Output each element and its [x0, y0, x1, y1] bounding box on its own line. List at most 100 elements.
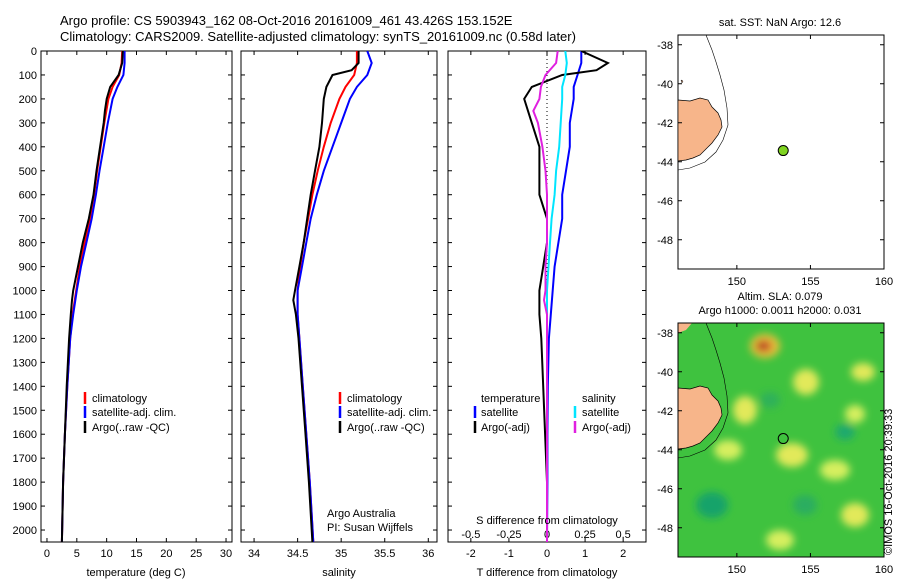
- legend-label-t-satellite: satellite: [481, 407, 518, 419]
- x-tick-label: 15: [130, 548, 142, 560]
- sla-map-ticks: 150 155 160 -38 -40 -42 -44 -46 -48: [657, 323, 893, 576]
- difference-xlabel2: S difference from climatology: [476, 515, 618, 527]
- y-tick-label: -38: [657, 328, 673, 340]
- sst-map-argo-marker: [777, 145, 789, 157]
- temperature-axes: [40, 50, 233, 543]
- sst-map-shelf-contour: [678, 35, 729, 171]
- sla-map-shelf-contour: [678, 323, 729, 459]
- x2-tick-label: 0.25: [574, 529, 595, 541]
- y-tick-label: 1200: [13, 333, 37, 345]
- salinity-axes: [240, 50, 438, 543]
- temperature-xlabel: temperature (deg C): [86, 567, 185, 579]
- y-tick-label: 0: [31, 46, 37, 58]
- salinity-legend: climatology satellite-adj. clim. Argo(..…: [338, 392, 431, 434]
- y-tick-label: 1900: [13, 501, 37, 513]
- sla-map-axes: [677, 322, 885, 558]
- x-tick-label: 155: [801, 276, 819, 288]
- salinity-xlabel: salinity: [322, 567, 356, 579]
- difference-legend: temperature salinity satellite Argo(-adj…: [473, 393, 631, 434]
- y-tick-label: 2000: [13, 525, 37, 537]
- x-tick-label: 160: [875, 564, 893, 576]
- x-tick-label: 36: [422, 548, 434, 560]
- x-tick-label: 20: [160, 548, 172, 560]
- legend-label-s-satellite: satellite: [582, 407, 619, 419]
- y-tick-label: 400: [19, 142, 37, 154]
- y-tick-label: 1600: [13, 429, 37, 441]
- x-tick-label: 150: [728, 564, 746, 576]
- annotation-line2: PI: Susan Wijffels: [327, 522, 413, 534]
- y-tick-label: -44: [657, 157, 673, 169]
- legend-label-climatology: climatology: [347, 393, 403, 405]
- salinity-panel: 34 34.5 35 35.5 36 salinity climatology sate…: [240, 50, 438, 579]
- y-tick-label: 1700: [13, 453, 37, 465]
- y-tick-label: -42: [657, 406, 673, 418]
- header-line1: Argo profile: CS 5903943_162 08-Oct-2016…: [60, 13, 513, 28]
- y-tick-label: -40: [657, 79, 673, 91]
- series-line-t-argo-adj-: [523, 51, 611, 542]
- y-tick-label: 600: [19, 190, 37, 202]
- x-tick-label: 10: [101, 548, 113, 560]
- y-tick-label: -48: [657, 523, 673, 535]
- series-line-argo-raw-qc-: [292, 51, 360, 542]
- sst-map-panel: sat. SST: NaN Argo: 12.6 150 155 160 -38 -40…: [657, 17, 893, 288]
- annotation-line1: Argo Australia: [327, 508, 396, 520]
- legend-label-argo: Argo(..raw -QC): [92, 422, 170, 434]
- x-tick-label: -1: [504, 548, 514, 560]
- y-tick-label: 1500: [13, 405, 37, 417]
- x2-tick-label: 0.5: [616, 529, 631, 541]
- difference-ticks: -2 -1 0 1 2-0.5 -0.25 0 0.25 0.5: [448, 50, 646, 560]
- y-tick-label: 700: [19, 214, 37, 226]
- legend-label-satellite: satellite-adj. clim.: [347, 407, 431, 419]
- legend-label-t-argo: Argo(-adj): [481, 422, 530, 434]
- y-tick-label: 100: [19, 70, 37, 82]
- y-tick-label: 1800: [13, 477, 37, 489]
- x-tick-label: 25: [190, 548, 202, 560]
- sst-map-land: [678, 97, 723, 162]
- y-tick-label: -42: [657, 118, 673, 130]
- y-tick-label: 300: [19, 118, 37, 130]
- series-line-s-argo-adj-: [532, 51, 559, 542]
- y-tick-label: 900: [19, 262, 37, 274]
- x2-tick-label: -0.25: [496, 529, 521, 541]
- temperature-panel: 0 5 10 15 20 25 300100200300400500600700800900…: [13, 46, 233, 579]
- sst-map-island: [680, 79, 684, 84]
- legend-label-satellite: satellite-adj. clim.: [92, 407, 176, 419]
- x-tick-label: 35.5: [374, 548, 395, 560]
- y-tick-label: 200: [19, 94, 37, 106]
- x-tick-label: 150: [728, 276, 746, 288]
- y-tick-label: -48: [657, 235, 673, 247]
- y-tick-label: -40: [657, 367, 673, 379]
- x-tick-label: 5: [74, 548, 80, 560]
- header-line2: Climatology: CARS2009. Satellite-adjuste…: [60, 29, 576, 44]
- sla-map-anomalies: [696, 334, 875, 550]
- sla-map-panel: Altim. SLA: 0.079 Argo h1000: 0.0011 h20…: [657, 291, 893, 576]
- y-tick-label: 500: [19, 166, 37, 178]
- sst-map-title: sat. SST: NaN Argo: 12.6: [719, 17, 841, 29]
- x-tick-label: 30: [220, 548, 232, 560]
- sla-map-argo-marker: [777, 433, 789, 445]
- sla-map-title2: Argo h1000: 0.0011 h2000: 0.031: [698, 305, 861, 317]
- legend-label-s-argo: Argo(-adj): [582, 422, 631, 434]
- difference-xlabel: T difference from climatology: [477, 567, 618, 579]
- y-tick-label: 1300: [13, 357, 37, 369]
- x-tick-label: 35: [335, 548, 347, 560]
- y-tick-label: 1400: [13, 381, 37, 393]
- temperature-lines: [60, 51, 126, 542]
- series-line-argo-raw-qc-: [60, 51, 124, 542]
- difference-lines: [523, 51, 611, 542]
- x-tick-label: 2: [620, 548, 626, 560]
- legend-label-climatology: climatology: [92, 393, 148, 405]
- sla-map-title1: Altim. SLA: 0.079: [738, 291, 823, 303]
- y-tick-label: 1100: [13, 309, 37, 321]
- temperature-ticks: 0 5 10 15 20 25 300100200300400500600700800900…: [13, 46, 233, 560]
- x-tick-label: -2: [466, 548, 476, 560]
- y-tick-label: -46: [657, 484, 673, 496]
- y-tick-label: -46: [657, 196, 673, 208]
- sst-map-ticks: 150 155 160 -38 -40 -42 -44 -46 -48: [657, 35, 893, 288]
- x-tick-label: 34: [248, 548, 260, 560]
- x2-tick-label: -0.5: [461, 529, 480, 541]
- x-tick-label: 0: [44, 548, 50, 560]
- legend-header-salinity: salinity: [582, 393, 616, 405]
- x-tick-label: 155: [801, 564, 819, 576]
